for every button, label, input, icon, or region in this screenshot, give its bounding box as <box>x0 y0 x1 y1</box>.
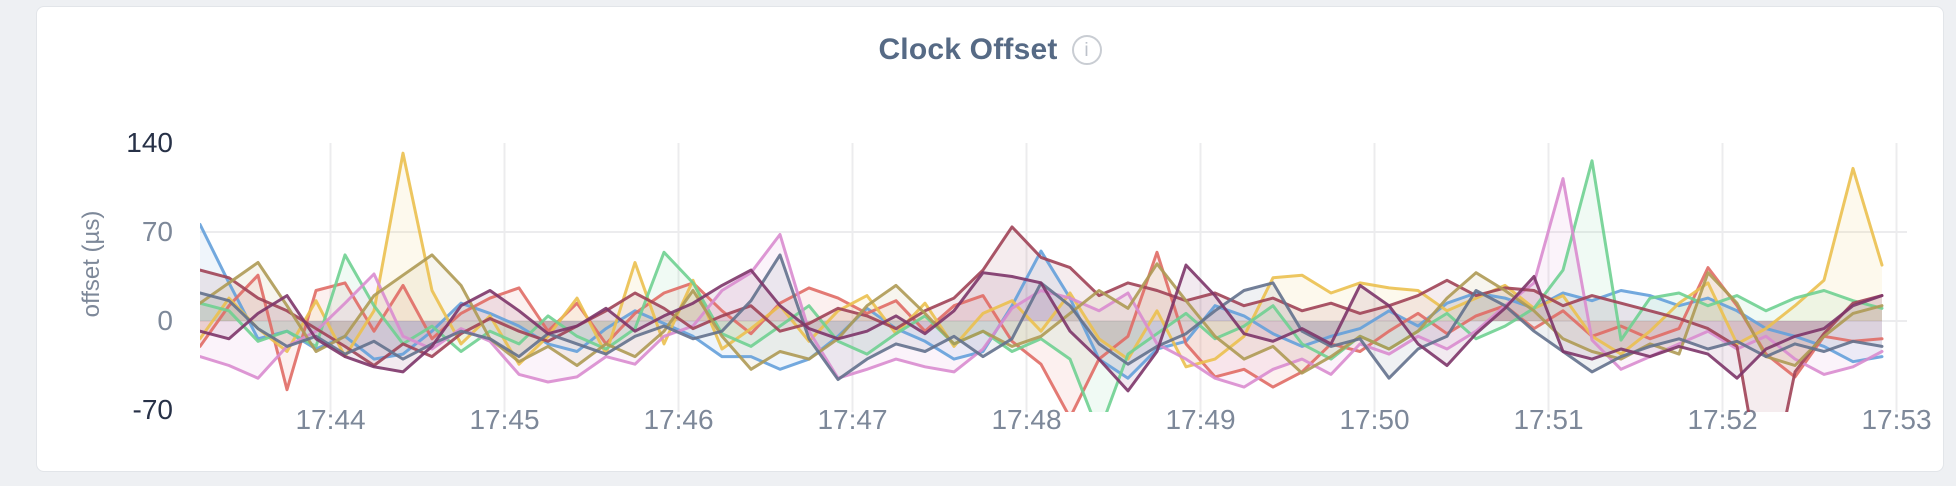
series-line-series-2 <box>200 250 1884 412</box>
series-line-series-9 <box>200 263 1884 393</box>
clock-offset-chart[interactable] <box>200 143 1907 412</box>
y-tick-label: 70 <box>141 216 173 247</box>
series-lines <box>200 151 1884 412</box>
info-icon[interactable]: i <box>1071 35 1102 65</box>
chart-title: Clock Offset <box>878 33 1058 66</box>
y-tick-label: -70 <box>132 394 173 425</box>
chart-header: Clock Offset i <box>37 33 1943 67</box>
series-area-series-6 <box>200 226 1882 412</box>
clock-offset-card: Clock Offset i offset (µs) 140 70 0 -70 17:… <box>36 6 1944 472</box>
series-area-series-8 <box>200 254 1882 380</box>
y-tick-label: 140 <box>126 127 173 158</box>
gridlines <box>200 143 1907 412</box>
info-icon-glyph: i <box>1084 39 1089 61</box>
series-area-series-5 <box>200 178 1882 388</box>
series-line-series-7 <box>200 253 1884 375</box>
y-tick-label: 0 <box>157 305 173 336</box>
series-area-series-1 <box>200 224 1882 379</box>
